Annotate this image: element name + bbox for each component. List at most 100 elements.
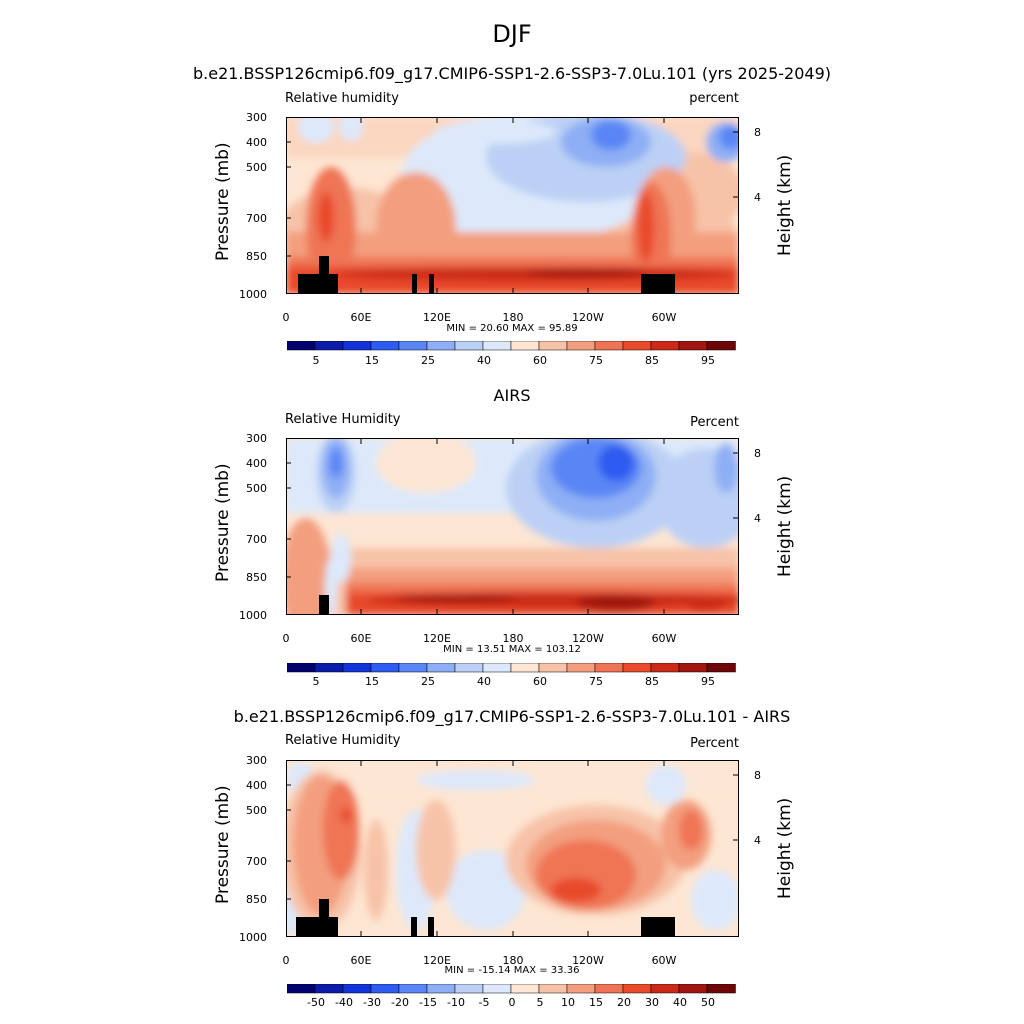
panel-2-left-string: Relative Humidity xyxy=(285,412,401,427)
panel-1-ytick-700: 700 xyxy=(246,212,267,225)
panel-2-xtick-0: 0 xyxy=(282,632,290,645)
panel-3-xtick-60w: 60W xyxy=(651,954,677,967)
panel-1-ylabel-right: Height (km) xyxy=(775,154,795,256)
topography-borneo xyxy=(429,274,434,294)
panel-2-xtick-120e: 120E xyxy=(423,632,451,645)
panel-1-xtick-60e: 60E xyxy=(350,311,372,324)
topography-sumatra xyxy=(412,274,417,294)
panel-1-plot-area xyxy=(286,117,739,294)
panel-2-cbar-label-5: 5 xyxy=(312,675,320,688)
panel-1-cbar-label-25: 25 xyxy=(421,354,435,367)
panel-2-height-tick-4: 4 xyxy=(754,512,761,525)
panel-2-cbar-label-75: 75 xyxy=(589,675,603,688)
panel-3-xtick-0: 0 xyxy=(282,954,290,967)
panel-3-xtick-180: 180 xyxy=(502,954,524,967)
panel-3-cbar-label-m40: -40 xyxy=(335,996,353,1009)
panel-3-title: b.e21.BSSP126cmip6.f09_g17.CMIP6-SSP1-2.… xyxy=(233,707,791,726)
panel-1-cbar-label-5: 5 xyxy=(312,354,320,367)
panel-3-cbar-label-0: 0 xyxy=(508,996,516,1009)
panel-1-height-tick-4: 4 xyxy=(754,191,761,204)
topography-sumatra-diff xyxy=(411,917,417,937)
panel-3-ytick-500: 500 xyxy=(246,804,267,817)
panel-2-xtick-120w: 120W xyxy=(572,632,604,645)
panel-3-cbar-label-40: 40 xyxy=(673,996,687,1009)
panel-3-ytick-300: 300 xyxy=(246,754,267,767)
panel-3-cbar-label-10: 10 xyxy=(561,996,575,1009)
panel-3-cbar-label-m50: -50 xyxy=(307,996,325,1009)
panel-1-cbar-label-75: 75 xyxy=(589,354,603,367)
panel-1-cbar-label-15: 15 xyxy=(365,354,379,367)
panel-2-height-tick-8: 8 xyxy=(754,447,761,460)
panel-2-xtick-60e: 60E xyxy=(350,632,372,645)
panel-3-cbar-label-m10: -10 xyxy=(447,996,465,1009)
panel-3-cbar-label-m30: -30 xyxy=(363,996,381,1009)
panel-3-left-string: Relative Humidity xyxy=(285,733,401,748)
figure-title: DJF xyxy=(492,20,532,48)
panel-3-stats: MIN = -15.14 MAX = 33.36 xyxy=(444,965,580,976)
panel-3-cbar-label-m20: -20 xyxy=(391,996,409,1009)
panel-1-stats: MIN = 20.60 MAX = 95.89 xyxy=(446,323,578,334)
topography-peak-airs xyxy=(319,595,329,615)
panel-1-ytick-400: 400 xyxy=(246,136,267,149)
panel-3-xtick-120w: 120W xyxy=(572,954,604,967)
panel-3-ylabel-right: Height (km) xyxy=(775,797,795,899)
panel-2-ylabel: Pressure (mb) xyxy=(213,463,233,582)
panel-3-colorbar xyxy=(287,984,736,994)
panel-3-cbar-label-15: 15 xyxy=(589,996,603,1009)
panel-2-cbar-label-25: 25 xyxy=(421,675,435,688)
panel-3-xtick-120e: 120E xyxy=(423,954,451,967)
panel-1-height-tick-8: 8 xyxy=(754,126,761,139)
panel-3-ytick-400: 400 xyxy=(246,779,267,792)
panel-1-ytick-300: 300 xyxy=(246,111,267,124)
panel-2-plot-area xyxy=(286,438,739,615)
panel-3-ytick-700: 700 xyxy=(246,855,267,868)
panel-1-cbar-label-95: 95 xyxy=(701,354,715,367)
panel-1-xtick-120e: 120E xyxy=(423,311,451,324)
topography-africa xyxy=(298,274,338,294)
panel-2-stats: MIN = 13.51 MAX = 103.12 xyxy=(443,644,581,655)
topography-borneo-diff xyxy=(428,917,434,937)
panel-2-title: AIRS xyxy=(493,386,531,405)
panel-1-colorbar xyxy=(287,341,736,351)
panel-2-xtick-60w: 60W xyxy=(651,632,677,645)
panel-2-ytick-300: 300 xyxy=(246,432,267,445)
panel-3-cbar-label-50: 50 xyxy=(701,996,715,1009)
panel-2-cbar-label-60: 60 xyxy=(533,675,547,688)
panel-3-xtick-60e: 60E xyxy=(350,954,372,967)
panel-1-ylabel: Pressure (mb) xyxy=(213,142,233,261)
panel-2-right-string: Percent xyxy=(690,415,739,430)
panel-2-ytick-700: 700 xyxy=(246,533,267,546)
panel-2-ylabel-right: Height (km) xyxy=(775,475,795,577)
panel-1-ytick-850: 850 xyxy=(246,250,267,263)
panel-3-cbar-label-20: 20 xyxy=(617,996,631,1009)
panel-3-cbar-label-5: 5 xyxy=(536,996,544,1009)
panel-3-ytick-1000: 1000 xyxy=(239,931,267,944)
panel-3-ytick-850: 850 xyxy=(246,893,267,906)
panel-3-plot-area xyxy=(286,760,739,937)
topography-peak xyxy=(319,256,329,276)
panel-1-left-string: Relative humidity xyxy=(285,91,399,106)
panel-1-right-string: percent xyxy=(689,91,739,106)
panel-2-cbar-label-95: 95 xyxy=(701,675,715,688)
panel-2-cbar-label-85: 85 xyxy=(645,675,659,688)
panel-2-cbar-label-40: 40 xyxy=(477,675,491,688)
panel-2-ytick-500: 500 xyxy=(246,482,267,495)
panel-1-ytick-1000: 1000 xyxy=(239,288,267,301)
panel-1-cbar-label-40: 40 xyxy=(477,354,491,367)
topography-peak-diff xyxy=(319,899,329,919)
panel-3-cbar-label-30: 30 xyxy=(645,996,659,1009)
panel-3-cbar-label-m15: -15 xyxy=(419,996,437,1009)
topography-andes xyxy=(641,274,675,294)
panel-1-cbar-label-60: 60 xyxy=(533,354,547,367)
panel-2-cbar-label-15: 15 xyxy=(365,675,379,688)
panel-3-height-tick-4: 4 xyxy=(754,834,761,847)
panel-1-xtick-60w: 60W xyxy=(651,311,677,324)
panel-2-colorbar xyxy=(287,663,736,673)
panel-1-cbar-label-85: 85 xyxy=(645,354,659,367)
panel-1-xtick-180: 180 xyxy=(502,311,524,324)
panel-1-ytick-500: 500 xyxy=(246,161,267,174)
panel-3-height-tick-8: 8 xyxy=(754,769,761,782)
panel-1-xtick-120w: 120W xyxy=(572,311,604,324)
panel-1-xtick-0: 0 xyxy=(282,311,290,324)
panel-1-title: b.e21.BSSP126cmip6.f09_g17.CMIP6-SSP1-2.… xyxy=(192,64,831,83)
